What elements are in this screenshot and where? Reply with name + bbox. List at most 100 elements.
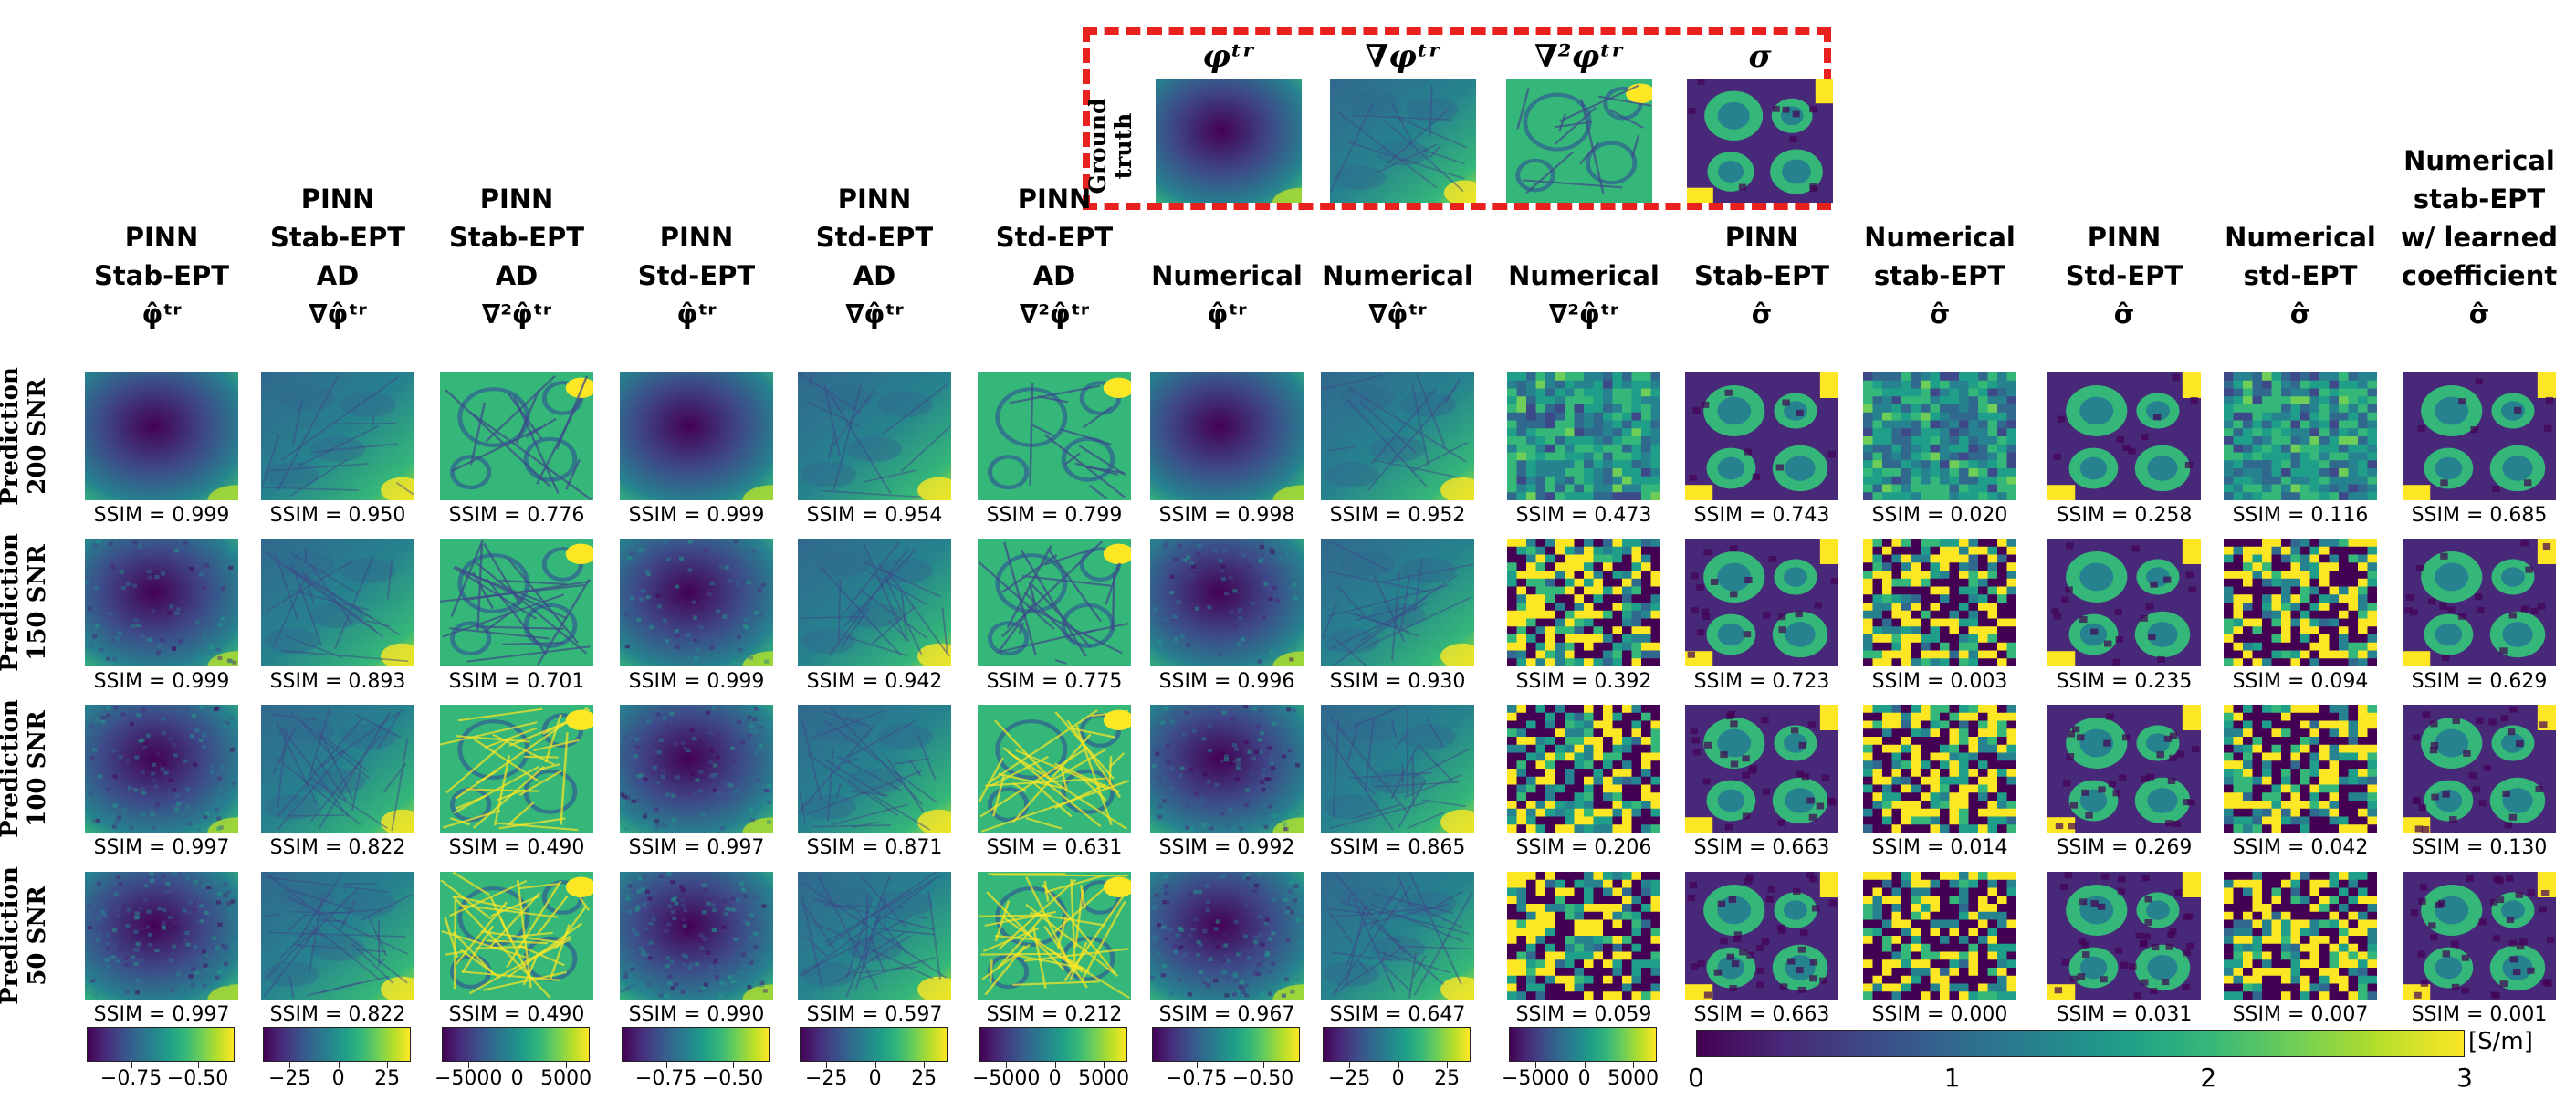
colorbar-tick-label: −0.50 [701,1067,764,1090]
ssim-label: SSIM = 0.663 [1693,1003,1830,1026]
ssim-label: SSIM = 0.942 [806,670,943,693]
ssim-label: SSIM = 0.031 [2056,1003,2193,1026]
ssim-label: SSIM = 0.999 [628,504,765,527]
colorbar-tick-mark [197,1062,199,1068]
prediction-map [798,372,951,500]
colorbar-tick-mark [1584,1062,1586,1068]
sigma-colorbar-tick-label: 3 [2456,1063,2473,1093]
prediction-map [261,372,414,500]
ssim-label: SSIM = 0.094 [2232,670,2369,693]
ground-truth-map [1156,79,1302,203]
prediction-map [620,872,773,1000]
prediction-map [2403,705,2556,833]
column-title: Numerical ∇²φ̂ᵗʳ [1508,260,1660,330]
colorbar-tick-label: 0 [331,1067,345,1090]
prediction-map [1507,705,1660,833]
colorbar-tick-mark [924,1062,926,1068]
ssim-label: SSIM = 0.775 [986,670,1123,693]
prediction-map [978,705,1131,833]
ssim-label: SSIM = 0.967 [1158,1003,1295,1026]
ssim-label: SSIM = 0.822 [269,836,406,859]
ssim-label: SSIM = 0.743 [1693,504,1830,527]
prediction-map [620,705,773,833]
ssim-label: SSIM = 0.997 [628,836,765,859]
prediction-map [620,539,773,666]
prediction-map [2403,539,2556,666]
prediction-map [1150,372,1304,500]
ssim-label: SSIM = 0.996 [1158,670,1295,693]
colorbar [622,1027,770,1062]
colorbar-tick-label: 5000 [540,1067,592,1090]
colorbar-tick-label: −25 [1327,1067,1371,1090]
prediction-map [978,872,1131,1000]
prediction-map [1863,539,2016,666]
prediction-map [1863,872,2016,1000]
column-title: PINN Std-EPT AD ∇²φ̂ᵗʳ [995,183,1114,330]
colorbar [87,1027,235,1062]
ssim-label: SSIM = 0.893 [269,670,406,693]
colorbar-tick-label: −0.50 [1231,1067,1294,1090]
ssim-label: SSIM = 0.042 [2232,836,2369,859]
ssim-label: SSIM = 0.999 [93,504,230,527]
prediction-map [2403,872,2556,1000]
colorbar-tick-mark [289,1062,291,1068]
sigma-colorbar-tick-label: 0 [1688,1063,1704,1093]
prediction-map [1507,372,1660,500]
column-title: PINN Stab-EPT σ̂ [1694,222,1829,330]
ssim-label: SSIM = 0.992 [1158,836,1295,859]
ssim-label: SSIM = 0.000 [1871,1003,2008,1026]
ssim-label: SSIM = 0.776 [448,504,585,527]
colorbar-tick-label: −0.75 [1165,1067,1228,1090]
colorbar-tick-mark [1349,1062,1351,1068]
colorbar-tick-label: −5000 [434,1067,503,1090]
ssim-label: SSIM = 0.003 [1871,670,2008,693]
ssim-label: SSIM = 0.954 [806,504,943,527]
colorbar-tick-mark [1054,1062,1056,1068]
ground-truth-title: φᵗʳ [1202,38,1255,75]
prediction-map [2224,872,2377,1000]
ssim-label: SSIM = 0.685 [2411,504,2548,527]
ssim-label: SSIM = 0.007 [2232,1003,2369,1026]
ssim-label: SSIM = 0.999 [93,670,230,693]
ground-truth-map [1506,79,1652,203]
prediction-map [2047,372,2201,500]
prediction-map [620,372,773,500]
colorbar-tick-mark [1006,1062,1008,1068]
prediction-map [85,872,238,1000]
ssim-label: SSIM = 0.930 [1329,670,1466,693]
prediction-map [1863,705,2016,833]
ssim-label: SSIM = 0.392 [1515,670,1652,693]
colorbar-tick-mark [732,1062,734,1068]
prediction-map [261,705,414,833]
colorbar-tick-label: 5000 [1078,1067,1130,1090]
sigma-colorbar-tick-label: 1 [1943,1063,1961,1093]
prediction-map [85,539,238,666]
prediction-map [798,539,951,666]
ssim-label: SSIM = 0.473 [1515,504,1652,527]
ground-truth-map [1330,79,1476,203]
ground-truth-title: ∇²φᵗʳ [1534,38,1624,75]
ssim-label: SSIM = 0.723 [1693,670,1830,693]
prediction-map [2224,705,2377,833]
column-title: PINN Std-EPT φ̂ᵗʳ [637,222,756,330]
ssim-label: SSIM = 0.001 [2411,1003,2548,1026]
prediction-map [2047,705,2201,833]
row-label: Prediction 150 SNR [0,533,51,672]
colorbar-tick-label: 25 [374,1067,401,1090]
prediction-map [1321,539,1474,666]
colorbar-tick-label: 25 [1434,1067,1461,1090]
prediction-map [2047,539,2201,666]
colorbar-tick-label: 0 [510,1067,524,1090]
prediction-map [440,705,593,833]
ssim-label: SSIM = 0.258 [2056,504,2193,527]
ssim-label: SSIM = 0.490 [448,1003,585,1026]
row-label: Prediction 100 SNR [0,699,51,838]
prediction-map [85,372,238,500]
colorbar-tick-mark [387,1062,389,1068]
colorbar-tick-mark [338,1062,340,1068]
colorbar-tick-label: −5000 [971,1067,1041,1090]
colorbar-tick-label: −0.75 [634,1067,697,1090]
ssim-label: SSIM = 0.998 [1158,504,1295,527]
ssim-label: SSIM = 0.597 [806,1003,943,1026]
ground-truth-map [1687,79,1833,203]
